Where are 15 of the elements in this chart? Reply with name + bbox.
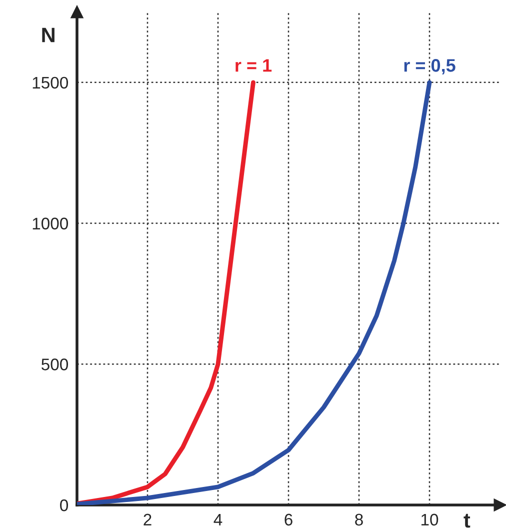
series-label: r = 1 [236,59,272,72]
x-tick-label: 2 [144,514,152,526]
line-series [77,80,256,505]
x-axis-title: t [464,514,470,528]
x-tick-label: 6 [284,514,292,526]
y-tick-label: 0 [60,499,68,512]
line-series [77,80,432,505]
y-tick-label: 500 [42,358,68,370]
x-tick-label: 8 [355,514,363,526]
x-tick-label: 10 [422,514,438,526]
y-tick-label: 1500 [32,76,68,89]
series-label: r = 0,5 [404,59,456,74]
y-axis-title: N [42,28,54,42]
y-tick-label: 1000 [32,218,68,230]
x-tick-label: 4 [214,514,222,526]
